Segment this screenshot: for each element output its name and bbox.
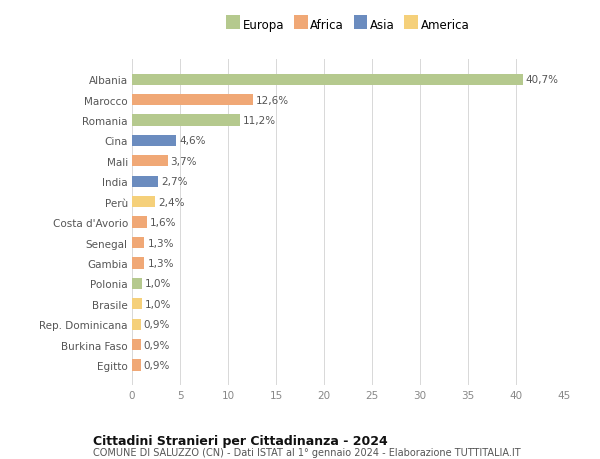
Bar [132,95,253,106]
Text: 1,3%: 1,3% [148,238,174,248]
Bar [132,115,239,126]
Text: 1,0%: 1,0% [145,279,171,289]
Text: 40,7%: 40,7% [526,75,559,85]
Text: 2,7%: 2,7% [161,177,187,187]
Legend: Europa, Africa, Asia, America: Europa, Africa, Asia, America [224,17,472,34]
Text: Cittadini Stranieri per Cittadinanza - 2024: Cittadini Stranieri per Cittadinanza - 2… [93,434,388,447]
Bar [132,237,145,249]
Text: 1,3%: 1,3% [148,258,174,269]
Bar [132,298,142,310]
Text: 12,6%: 12,6% [256,95,289,106]
Bar [132,176,158,187]
Text: COMUNE DI SALUZZO (CN) - Dati ISTAT al 1° gennaio 2024 - Elaborazione TUTTITALIA: COMUNE DI SALUZZO (CN) - Dati ISTAT al 1… [93,448,521,458]
Text: 3,7%: 3,7% [170,157,197,167]
Bar [132,278,142,289]
Text: 4,6%: 4,6% [179,136,206,146]
Text: 1,0%: 1,0% [145,299,171,309]
Text: 0,9%: 0,9% [143,360,170,370]
Bar [132,196,155,208]
Bar [132,359,140,371]
Text: 0,9%: 0,9% [143,319,170,330]
Text: 11,2%: 11,2% [242,116,275,126]
Bar [132,258,145,269]
Text: 2,4%: 2,4% [158,197,184,207]
Text: 0,9%: 0,9% [143,340,170,350]
Bar [132,217,148,228]
Bar [132,319,140,330]
Bar [132,156,167,167]
Bar [132,74,523,86]
Bar [132,339,140,350]
Text: 1,6%: 1,6% [150,218,177,228]
Bar [132,135,176,147]
